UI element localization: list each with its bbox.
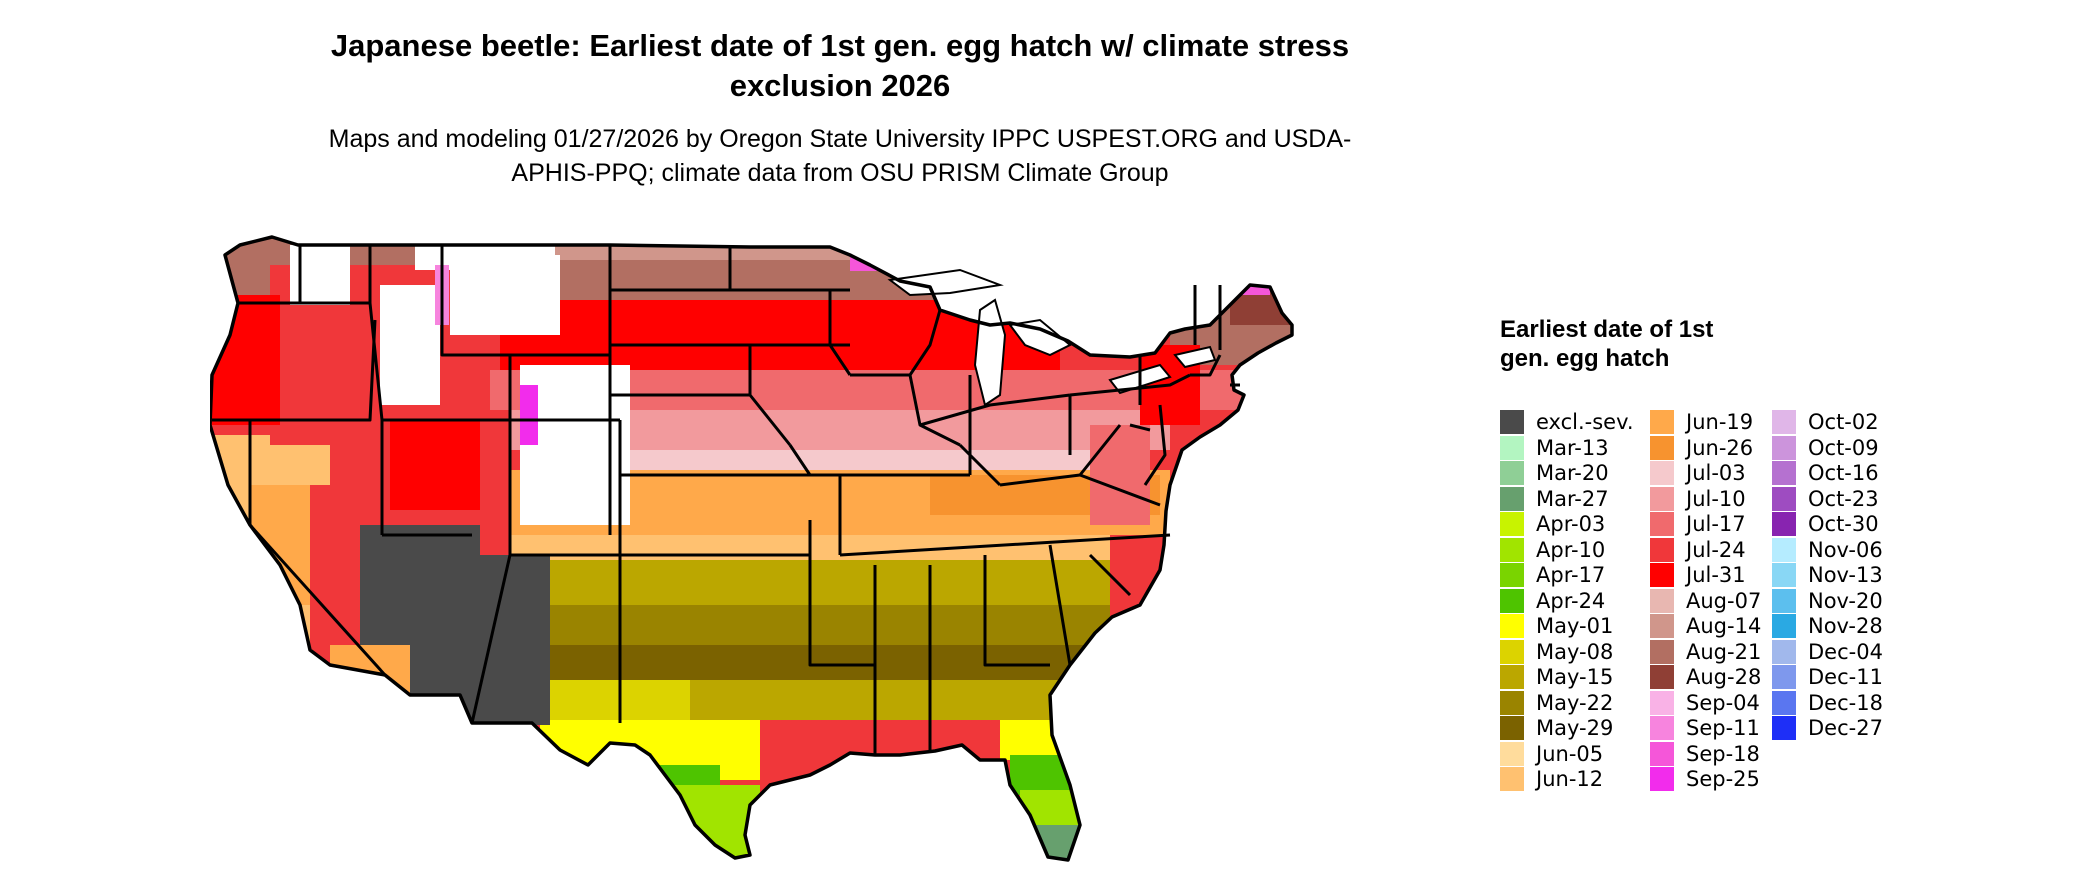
legend-swatch (1650, 537, 1674, 562)
legend-label: Oct-02 (1808, 410, 1879, 434)
legend-swatch (1650, 486, 1674, 511)
legend-swatch (1500, 512, 1524, 536)
legend-label: Dec-11 (1808, 665, 1883, 689)
legend-title: Earliest date of 1st gen. egg hatch (1500, 316, 1714, 372)
legend-label: May-15 (1536, 665, 1614, 689)
legend-label: Jun-19 (1686, 410, 1754, 434)
legend-swatch (1500, 614, 1524, 638)
country-outline (210, 235, 1294, 862)
legend-swatch (1772, 614, 1796, 638)
legend-swatch (1772, 563, 1796, 587)
legend-label: Jun-05 (1536, 741, 1604, 766)
legend-label: Nov-28 (1808, 614, 1883, 638)
legend-label: Nov-13 (1808, 563, 1883, 587)
legend-label: May-01 (1536, 614, 1614, 638)
legend-swatch (1500, 537, 1524, 562)
legend-swatch (1650, 435, 1674, 460)
legend-label: Oct-09 (1808, 435, 1879, 460)
legend-swatch (1650, 690, 1674, 715)
legend-label: Sep-25 (1686, 767, 1760, 791)
legend-label: Oct-23 (1808, 486, 1879, 511)
legend-label: Jul-10 (1686, 486, 1746, 511)
legend-label: excl.-sev. (1536, 410, 1634, 434)
legend-swatch (1500, 461, 1524, 485)
legend-swatch (1650, 614, 1674, 638)
legend-swatch (1650, 461, 1674, 485)
legend-label: Jul-31 (1686, 563, 1746, 587)
legend-swatch (1500, 767, 1524, 791)
legend-label: Aug-14 (1686, 614, 1762, 638)
legend-label: Sep-18 (1686, 741, 1760, 766)
legend-swatch (1500, 741, 1524, 766)
legend-swatch (1650, 665, 1674, 689)
legend-swatch (1650, 563, 1674, 587)
legend-label: Nov-20 (1808, 588, 1883, 613)
legend-swatch (1772, 588, 1796, 613)
legend-swatch (1772, 665, 1796, 689)
legend-label: Dec-04 (1808, 639, 1883, 664)
legend-label: Oct-16 (1808, 461, 1879, 485)
legend-label: Nov-06 (1808, 537, 1883, 562)
legend-label: Mar-20 (1536, 461, 1609, 485)
legend-swatch (1650, 512, 1674, 536)
legend-label: Jul-24 (1686, 537, 1746, 562)
legend-swatch (1500, 435, 1524, 460)
legend-swatch (1500, 690, 1524, 715)
legend-swatch (1500, 716, 1524, 740)
legend-label: Apr-10 (1536, 537, 1606, 562)
legend-label: May-22 (1536, 690, 1614, 715)
legend-swatch (1772, 716, 1796, 740)
legend-swatch (1500, 639, 1524, 664)
legend-label: May-29 (1536, 716, 1614, 740)
legend-swatch (1500, 588, 1524, 613)
legend-swatch (1500, 486, 1524, 511)
legend-swatch (1650, 716, 1674, 740)
legend-swatch (1772, 639, 1796, 664)
legend-label: Sep-04 (1686, 690, 1760, 715)
map-subtitle: Maps and modeling 01/27/2026 by Oregon S… (328, 125, 1352, 187)
legend-label: Jul-17 (1686, 512, 1746, 536)
legend-swatch (1500, 410, 1524, 434)
us-phenology-map (210, 235, 1294, 862)
legend-label: Aug-28 (1686, 665, 1762, 689)
legend-swatch (1650, 410, 1674, 434)
state-borders (212, 245, 1240, 755)
legend-label: Apr-03 (1536, 512, 1606, 536)
legend-label: Mar-27 (1536, 486, 1609, 511)
legend-swatch (1772, 435, 1796, 460)
map-title: Japanese beetle: Earliest date of 1st ge… (330, 28, 1350, 103)
legend-label: Dec-18 (1808, 690, 1883, 715)
legend-swatch (1772, 486, 1796, 511)
legend-swatch (1650, 588, 1674, 613)
legend-label: Aug-21 (1686, 639, 1762, 664)
legend-label: Jun-12 (1536, 767, 1604, 791)
legend-label: Jun-26 (1686, 435, 1754, 460)
legend-label: Jul-03 (1686, 461, 1746, 485)
legend-swatch (1650, 639, 1674, 664)
great-lakes (887, 268, 1217, 407)
legend-label: Apr-24 (1536, 588, 1606, 613)
legend-swatch (1772, 512, 1796, 536)
legend-label: May-08 (1536, 639, 1614, 664)
legend-label: Aug-07 (1686, 588, 1762, 613)
legend-label: Sep-11 (1686, 716, 1760, 740)
legend-label: Apr-17 (1536, 563, 1606, 587)
legend-label: Oct-30 (1808, 512, 1879, 536)
legend-swatch (1650, 767, 1674, 791)
legend-swatch (1772, 461, 1796, 485)
legend-swatch (1500, 665, 1524, 689)
legend-swatch (1772, 537, 1796, 562)
legend-swatch (1650, 741, 1674, 766)
legend-swatch (1772, 410, 1796, 434)
legend-swatch (1772, 690, 1796, 715)
legend-label: Mar-13 (1536, 435, 1609, 460)
legend-swatch (1500, 563, 1524, 587)
legend-label: Dec-27 (1808, 716, 1883, 740)
